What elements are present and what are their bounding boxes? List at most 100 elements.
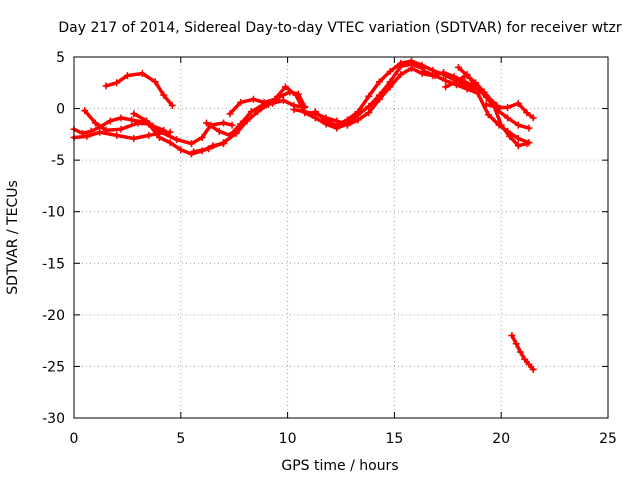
- data-point: [96, 128, 104, 136]
- y-tick-label: -20: [42, 308, 65, 324]
- data-point: [311, 108, 319, 116]
- y-tick-label: -30: [42, 411, 65, 427]
- data-point: [343, 116, 351, 124]
- data-point: [482, 100, 490, 108]
- series-arc-11: [420, 67, 533, 147]
- x-tick-label: 5: [176, 431, 185, 447]
- data-point: [243, 117, 251, 125]
- data-point: [525, 360, 533, 368]
- data-point: [83, 132, 91, 140]
- data-point: [514, 121, 522, 129]
- data-point: [106, 117, 114, 125]
- data-point: [102, 82, 110, 90]
- data-point: [198, 133, 206, 141]
- data-point: [386, 83, 394, 91]
- data-point: [202, 119, 210, 127]
- x-tick-label: 25: [599, 431, 617, 447]
- data-point: [440, 71, 448, 79]
- data-point: [91, 119, 99, 127]
- data-point: [523, 109, 531, 117]
- data-point: [454, 63, 462, 71]
- y-tick-label: 0: [56, 102, 65, 118]
- y-tick-label: -5: [51, 153, 65, 169]
- plot-frame: [73, 56, 609, 419]
- data-point: [113, 79, 121, 87]
- data-point: [301, 108, 309, 116]
- data-point: [452, 78, 460, 86]
- series-arc-13: [454, 63, 531, 150]
- data-point: [160, 91, 168, 99]
- data-point: [130, 134, 138, 142]
- data-point: [431, 72, 439, 80]
- x-tick-label: 15: [385, 431, 403, 447]
- y-tick-label: -25: [42, 359, 65, 375]
- data-point: [354, 108, 362, 116]
- y-axis-label: SDTVAR / TECUs: [5, 180, 21, 295]
- data-point: [249, 95, 257, 103]
- data-point: [281, 83, 289, 91]
- data-point: [226, 110, 234, 118]
- data-point: [463, 85, 471, 93]
- data-point: [128, 116, 136, 124]
- data-point: [134, 119, 142, 127]
- data-point: [143, 117, 151, 125]
- data-point: [442, 77, 450, 85]
- series-line: [313, 59, 478, 127]
- series-arc-15: [508, 331, 537, 374]
- data-point: [529, 114, 537, 122]
- data-point: [151, 78, 159, 86]
- data-point: [484, 111, 492, 119]
- data-point: [365, 92, 373, 100]
- series-line: [443, 72, 531, 130]
- y-tick-label: -15: [42, 256, 65, 272]
- data-point: [504, 114, 512, 122]
- data-point: [472, 79, 480, 87]
- data-point: [523, 140, 531, 148]
- data-point: [215, 127, 223, 135]
- data-point: [123, 72, 131, 80]
- data-point: [386, 67, 394, 75]
- data-point: [155, 133, 163, 141]
- data-point: [508, 331, 516, 339]
- data-point: [375, 78, 383, 86]
- data-point: [237, 98, 245, 106]
- data-point: [480, 88, 488, 96]
- data-point: [407, 64, 415, 72]
- data-point: [205, 145, 213, 153]
- data-point: [247, 108, 255, 116]
- data-point: [117, 125, 125, 133]
- data-point: [155, 127, 163, 135]
- data-point: [442, 83, 450, 91]
- series-arc-1: [102, 70, 176, 109]
- data-point: [173, 136, 181, 144]
- data-point: [525, 124, 533, 132]
- data-point: [512, 340, 520, 348]
- data-point: [463, 72, 471, 80]
- data-point: [429, 66, 437, 74]
- chart-title: Day 217 of 2014, Sidereal Day-to-day VTE…: [58, 20, 622, 36]
- data-point: [220, 139, 228, 147]
- data-point: [365, 103, 373, 111]
- data-point: [232, 129, 240, 137]
- data-point: [130, 110, 138, 118]
- data-point: [504, 104, 512, 112]
- data-point: [113, 131, 121, 139]
- data-point: [220, 119, 228, 127]
- y-tick-label: 5: [56, 50, 65, 66]
- data-point: [354, 116, 362, 124]
- data-point: [333, 121, 341, 129]
- data-point: [375, 95, 383, 103]
- series-layer: [70, 57, 537, 374]
- data-point: [521, 355, 529, 363]
- data-point: [187, 140, 195, 148]
- data-point: [190, 148, 198, 156]
- data-point: [168, 101, 176, 109]
- data-point: [516, 348, 524, 356]
- data-point: [166, 139, 174, 147]
- data-point: [322, 117, 330, 125]
- data-point: [407, 57, 415, 65]
- x-tick-label: 10: [279, 431, 297, 447]
- data-point: [397, 71, 405, 79]
- data-point: [102, 126, 110, 134]
